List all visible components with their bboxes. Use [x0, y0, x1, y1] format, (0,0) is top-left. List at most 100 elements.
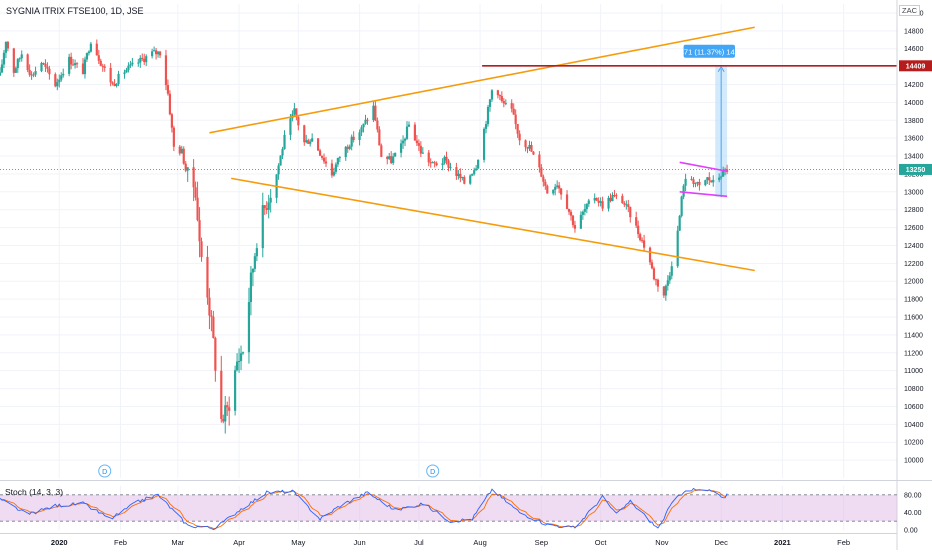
candle-body: [569, 211, 573, 216]
candle-body: [192, 167, 195, 188]
candle-body: [443, 156, 446, 164]
trendline-upper: [209, 26, 755, 134]
candle-body: [390, 156, 393, 164]
candle-body: [560, 188, 563, 195]
price-tick-label: 14800: [904, 28, 924, 35]
candle-body: [166, 85, 170, 94]
candle-body: [198, 220, 201, 242]
candle-body: [186, 167, 189, 171]
candle-body: [654, 279, 658, 281]
candle-body: [415, 140, 418, 144]
candle-body: [558, 185, 561, 189]
candle-body: [54, 74, 57, 87]
candle-body: [447, 160, 450, 168]
candle-body: [111, 82, 114, 84]
time-tick-label: Oct: [595, 538, 608, 547]
candle-body: [26, 54, 29, 70]
candle-body: [625, 204, 628, 206]
price-tick-label: 14600: [904, 46, 924, 53]
candle-body: [145, 56, 148, 63]
price-tick-label: 10200: [904, 440, 924, 447]
candle-body: [445, 156, 448, 161]
candle-body: [593, 197, 596, 201]
candle-body: [502, 101, 505, 104]
candle-body: [542, 176, 545, 182]
price-tick-label: 10400: [904, 422, 924, 429]
candle-body: [338, 157, 341, 159]
candle-body: [490, 90, 494, 100]
candle-body: [698, 181, 701, 186]
candle-body: [172, 127, 175, 147]
candle-body: [212, 316, 215, 338]
stoch-d-line: [0, 489, 728, 529]
candle-body: [251, 268, 254, 273]
candle-body: [710, 180, 713, 183]
last-price-tag: [899, 163, 932, 175]
candle-body: [261, 205, 264, 249]
price-tick-label: 11800: [904, 297, 923, 304]
candle-body: [58, 79, 61, 83]
candle-body: [2, 52, 6, 65]
candle-body: [117, 73, 120, 84]
candle-body: [115, 83, 118, 87]
candle-body: [28, 69, 31, 75]
candle-body: [386, 156, 389, 159]
candle-body: [694, 183, 697, 185]
candle-body: [597, 200, 600, 203]
candle-body: [143, 58, 146, 63]
dividend-label: D: [102, 469, 107, 476]
candle-body: [407, 124, 411, 127]
candle-body: [696, 181, 699, 184]
flag-line: [679, 191, 728, 198]
candle-body: [477, 159, 480, 169]
candle-body: [222, 418, 225, 422]
candle-body: [455, 167, 458, 176]
candle-body: [344, 146, 347, 158]
candle-body: [14, 68, 17, 73]
candle-body: [241, 352, 245, 354]
candle-body: [514, 114, 517, 125]
candle-body: [364, 119, 367, 124]
candle-body: [267, 202, 270, 210]
candle-body: [571, 215, 575, 226]
stoch-band: [0, 494, 897, 522]
candle-body: [168, 93, 172, 115]
candles: [0, 39, 729, 434]
candle-body: [496, 90, 499, 96]
candle-body: [388, 156, 391, 159]
candle-body: [484, 124, 488, 129]
time-tick-label: Mar: [171, 538, 184, 547]
candle-body: [538, 154, 541, 168]
price-tick-label: 11000: [904, 368, 923, 375]
candle-body: [4, 41, 8, 53]
candle-body: [722, 169, 725, 177]
candle-body: [346, 146, 349, 149]
candle-body: [668, 275, 671, 281]
dividend-marker: [98, 464, 112, 478]
candle-body: [62, 73, 65, 76]
price-tick-label: 13800: [904, 118, 924, 125]
candle-body: [348, 146, 351, 149]
candle-body: [652, 268, 656, 280]
stoch-tick-label: 0.00: [904, 528, 918, 535]
candle-body: [585, 203, 588, 209]
price-tick-label: 11400: [904, 332, 923, 339]
candle-body: [320, 155, 324, 158]
candle-body: [524, 140, 527, 148]
candle-body: [366, 119, 369, 121]
candle-body: [208, 297, 211, 316]
candle-body: [684, 178, 687, 186]
candle-body: [60, 75, 63, 80]
candle-body: [662, 286, 665, 296]
candle-body: [279, 155, 282, 166]
stoch-tick-label: 40.00: [904, 510, 922, 517]
candle-body: [678, 215, 681, 231]
currency-tag[interactable]: ZAC: [899, 5, 920, 16]
candle-body: [281, 149, 284, 156]
candle-body: [330, 163, 334, 176]
candle-body: [318, 150, 322, 156]
resistance-price-tag: [899, 60, 932, 72]
candle-body: [269, 197, 272, 203]
candle-body: [350, 136, 353, 147]
